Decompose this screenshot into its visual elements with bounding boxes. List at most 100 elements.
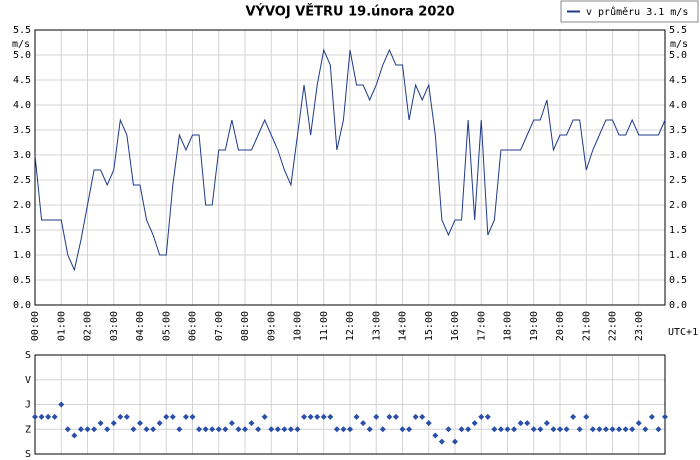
- point: [530, 426, 537, 433]
- point: [307, 413, 314, 420]
- point: [156, 420, 163, 427]
- point: [58, 401, 65, 408]
- point: [248, 420, 255, 427]
- y-tick-label: 5.0: [13, 50, 31, 61]
- x-tick-label: 07:00: [214, 311, 225, 341]
- x-tick-label: 01:00: [56, 311, 67, 341]
- point: [366, 426, 373, 433]
- y-tick-label-right: 1.5: [669, 225, 687, 236]
- y-tick-label: 4.5: [13, 75, 31, 86]
- point: [45, 413, 52, 420]
- point: [84, 426, 91, 433]
- x-tick-label: 00:00: [30, 311, 41, 341]
- point: [570, 413, 577, 420]
- point: [130, 426, 137, 433]
- y-tick-label-right: 5.5: [669, 25, 687, 36]
- point: [445, 426, 452, 433]
- x-tick-label: 22:00: [608, 311, 619, 341]
- point: [642, 426, 649, 433]
- point: [176, 426, 183, 433]
- point: [655, 426, 662, 433]
- point: [123, 413, 130, 420]
- point: [143, 426, 150, 433]
- x-tick-label: 06:00: [188, 311, 199, 341]
- point: [550, 426, 557, 433]
- point: [137, 420, 143, 427]
- point: [215, 426, 222, 433]
- y-tick-label: 5.5: [13, 25, 31, 36]
- point: [543, 420, 550, 427]
- point: [406, 426, 413, 433]
- point: [537, 426, 544, 433]
- x-tick-label: 21:00: [581, 311, 592, 341]
- x-tick-label: 15:00: [424, 311, 435, 341]
- point: [228, 420, 235, 427]
- point: [412, 413, 419, 420]
- point: [163, 413, 170, 420]
- x-tick-label: 23:00: [634, 311, 645, 341]
- y-tick-label: 2.0: [13, 200, 31, 211]
- x-tick-label: 16:00: [450, 311, 461, 341]
- point: [314, 413, 321, 420]
- point: [110, 420, 117, 427]
- point: [97, 420, 104, 427]
- x-tick-label: 14:00: [398, 311, 409, 341]
- x-tick-label: 19:00: [529, 311, 540, 341]
- legend-label: v průměru 3.1 m/s: [586, 6, 688, 18]
- point: [379, 426, 386, 433]
- point: [524, 420, 531, 427]
- point: [458, 426, 465, 433]
- point: [196, 426, 203, 433]
- x-tick-label: 11:00: [319, 311, 330, 341]
- y-axis-label: m/s: [12, 39, 30, 50]
- point: [392, 413, 399, 420]
- point: [294, 426, 301, 433]
- point: [609, 426, 616, 433]
- point: [563, 426, 570, 433]
- point: [32, 413, 38, 420]
- point: [71, 432, 78, 439]
- y-tick-label-right: 0.5: [669, 275, 687, 286]
- point: [281, 426, 288, 433]
- point: [589, 426, 596, 433]
- y-tick-label: 1.0: [13, 250, 31, 261]
- point: [616, 426, 623, 433]
- point: [438, 438, 445, 445]
- point: [235, 426, 242, 433]
- point: [373, 413, 380, 420]
- point: [635, 420, 642, 427]
- y-tick-label: Z: [25, 424, 31, 435]
- point: [77, 426, 84, 433]
- point: [629, 426, 636, 433]
- x-tick-label: 08:00: [240, 311, 251, 341]
- point: [255, 426, 262, 433]
- point: [222, 426, 229, 433]
- y-tick-label-right: 3.0: [669, 150, 687, 161]
- point: [268, 426, 275, 433]
- point: [504, 426, 511, 433]
- plot-border: [34, 354, 666, 455]
- x-tick-label: 04:00: [135, 311, 146, 341]
- point: [596, 426, 603, 433]
- y-tick-label: 0.5: [13, 275, 31, 286]
- y-tick-label: 2.5: [13, 175, 31, 186]
- point: [557, 426, 563, 433]
- point: [327, 413, 334, 420]
- x-tick-label: 05:00: [161, 311, 172, 341]
- point: [511, 426, 518, 433]
- point: [360, 420, 367, 427]
- point: [150, 426, 157, 433]
- point: [301, 413, 308, 420]
- point: [353, 413, 360, 420]
- point: [452, 438, 458, 445]
- y-tick-label: S: [25, 449, 31, 460]
- point: [182, 413, 189, 420]
- point: [38, 413, 45, 420]
- y-tick-label-right: 2.0: [669, 200, 687, 211]
- y-tick-label: 4.0: [13, 100, 31, 111]
- point: [189, 413, 196, 420]
- y-tick-label-right: 3.5: [669, 125, 687, 136]
- x-tick-label: 12:00: [345, 311, 356, 341]
- point: [576, 426, 583, 433]
